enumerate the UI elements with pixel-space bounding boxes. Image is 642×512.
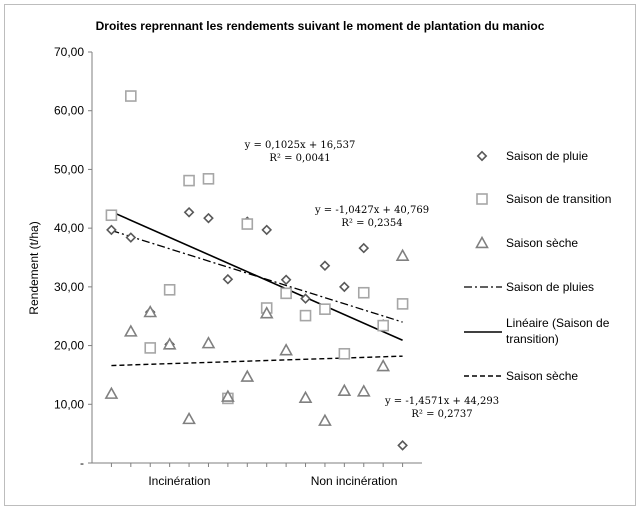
data-point	[396, 298, 409, 310]
data-point	[241, 218, 254, 230]
data-point	[123, 324, 138, 337]
data-point	[221, 389, 235, 402]
r-squared-label: R² = 0,2737	[411, 409, 472, 420]
r-squared-label: R² = 0,0041	[269, 153, 330, 164]
data-point	[201, 336, 216, 349]
legend-label: Saison sèche	[506, 236, 578, 250]
data-point	[356, 384, 371, 397]
y-tick-label: 70,00	[54, 45, 84, 59]
legend-label-line: Linéaire (Saison de	[506, 316, 610, 330]
data-point	[183, 174, 195, 187]
data-point	[339, 281, 350, 293]
data-point	[338, 347, 351, 360]
trendlines	[111, 210, 403, 367]
data-points	[104, 90, 410, 451]
data-point	[125, 90, 137, 102]
data-point	[337, 383, 352, 396]
legend-label: Linéaire (Saison de transition)	[506, 316, 610, 346]
data-point	[261, 224, 273, 236]
y-tick-label: 40,00	[54, 221, 84, 235]
data-point	[104, 386, 119, 399]
legend: Saison de pluie Saison de transition Saiso…	[464, 149, 611, 383]
data-point	[319, 260, 331, 272]
data-point	[144, 342, 157, 354]
data-point	[105, 209, 118, 222]
y-ticks: - 10,00 20,00 30,00 40,00 50,00 60,00 70,00	[54, 45, 92, 470]
legend-label: Saison de transition	[506, 192, 611, 206]
equation-line: y = 0,1025x + 16,537	[244, 140, 356, 151]
equations: y = 0,1025x + 16,537 R² = 0,0041 y = -1,04…	[244, 140, 499, 420]
r-squared-label: R² = 0,2354	[341, 218, 402, 229]
data-point	[143, 304, 158, 318]
trendline	[111, 229, 403, 323]
data-point	[395, 248, 410, 261]
legend-label: Saison de pluie	[506, 149, 588, 163]
y-tick-label: 20,00	[54, 339, 84, 353]
data-point	[300, 293, 311, 304]
data-point	[280, 287, 292, 300]
data-point	[280, 274, 292, 286]
legend-label-line: transition)	[506, 332, 559, 346]
data-point	[298, 390, 313, 404]
y-tick-label: 60,00	[54, 104, 84, 118]
data-point	[358, 242, 370, 254]
chart-frame	[4, 4, 636, 506]
data-point	[106, 224, 117, 236]
data-point	[222, 273, 234, 285]
chart-title: Droites reprennant les rendements suivan…	[96, 19, 545, 33]
data-point	[376, 358, 391, 372]
data-point	[240, 369, 255, 382]
data-point	[183, 206, 195, 218]
data-point	[299, 309, 312, 322]
x-category-labels: Incinération Non incinération	[148, 474, 397, 488]
data-point	[202, 173, 215, 185]
data-point	[259, 306, 274, 319]
y-tick-label: 30,00	[54, 280, 84, 294]
legend-marker	[476, 150, 488, 162]
data-point	[397, 440, 408, 451]
legend-label: Saison sèche	[506, 369, 578, 383]
data-point	[162, 337, 177, 350]
data-point	[279, 343, 293, 356]
trendline	[111, 355, 403, 367]
trendline	[111, 210, 403, 342]
data-point	[182, 411, 196, 425]
data-point	[318, 413, 332, 426]
legend-marker	[475, 235, 489, 249]
data-point	[357, 286, 370, 299]
data-point	[163, 283, 176, 296]
equation-line: y = -1,4571x + 44,293	[384, 396, 499, 407]
data-point	[125, 232, 137, 243]
axes	[91, 52, 422, 467]
legend-label: Saison de pluies	[506, 280, 594, 294]
y-tick-label: 10,00	[54, 397, 84, 411]
x-category-label: Non incinération	[311, 474, 398, 488]
data-point	[319, 303, 331, 315]
y-tick-label: -	[80, 456, 84, 470]
data-point	[203, 212, 214, 224]
equation-line: y = -1,0427x + 40,769	[314, 205, 429, 216]
y-axis-label: Rendement (t/ha)	[27, 221, 41, 314]
y-tick-label: 50,00	[54, 162, 84, 176]
x-category-label: Incinération	[148, 474, 210, 488]
data-point	[377, 319, 389, 332]
legend-marker	[476, 193, 488, 205]
